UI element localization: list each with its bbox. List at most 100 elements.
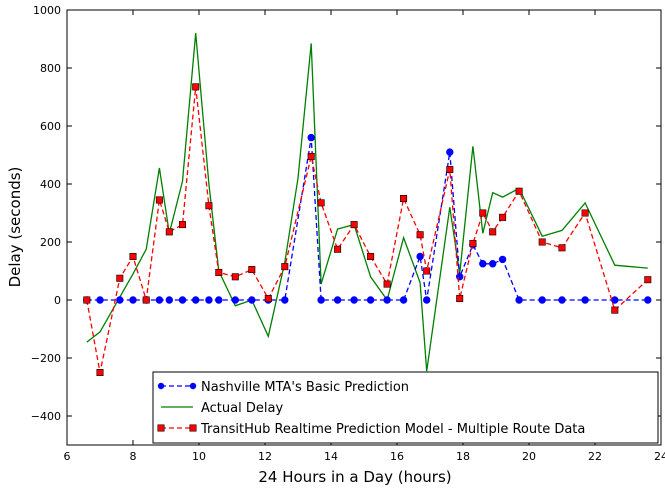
series-nashville-mta-s-basic-prediction: [83, 133, 652, 304]
data-point: [423, 267, 431, 275]
legend-label: Actual Delay: [201, 401, 283, 416]
data-point: [499, 213, 507, 221]
data-point: [179, 221, 187, 229]
data-point: [456, 273, 464, 281]
data-point: [416, 231, 424, 239]
data-point: [231, 273, 239, 281]
data-point: [558, 296, 566, 304]
data-point: [538, 296, 546, 304]
data-point: [165, 228, 173, 236]
data-point: [155, 196, 163, 204]
y-tick-label: 0: [54, 294, 61, 307]
y-tick-label: −400: [31, 410, 61, 423]
data-point: [479, 260, 487, 268]
data-point: [611, 306, 619, 314]
data-point: [423, 296, 431, 304]
data-point: [317, 296, 325, 304]
data-point: [581, 296, 589, 304]
data-point: [644, 296, 652, 304]
x-tick-label: 16: [390, 450, 404, 463]
axis-ticks: 6 8 10 12 14 16 18 20 22 24 −400 −200 0 200 400 600 800 1…: [31, 4, 665, 463]
data-point: [83, 296, 91, 304]
series-line: [86, 86, 649, 373]
data-point: [192, 83, 200, 91]
legend-marker: [189, 424, 197, 432]
data-point: [469, 239, 477, 247]
data-point: [215, 296, 223, 304]
data-point: [231, 296, 240, 304]
y-tick-label: 600: [40, 120, 61, 133]
y-tick-label: 1000: [33, 4, 61, 17]
data-point: [400, 195, 408, 203]
series-transithub-realtime-prediction-model-multiple-route-data: [83, 83, 652, 376]
x-tick-label: 12: [258, 450, 272, 463]
data-point: [264, 295, 272, 303]
data-point: [129, 296, 137, 304]
x-tick-label: 18: [456, 450, 470, 463]
data-point: [350, 221, 358, 229]
data-point: [383, 296, 391, 304]
data-point: [399, 296, 408, 304]
series-layer: [83, 33, 652, 376]
data-point: [281, 263, 289, 271]
data-point: [334, 245, 342, 253]
data-point: [515, 187, 523, 195]
data-point: [333, 296, 342, 304]
legend-marker: [157, 424, 165, 432]
data-point: [192, 296, 200, 304]
data-point: [215, 268, 223, 276]
data-point: [383, 280, 391, 288]
data-point: [205, 202, 213, 210]
data-point: [489, 228, 497, 236]
data-point: [489, 260, 497, 268]
y-tick-label: 800: [40, 62, 61, 75]
x-tick-label: 8: [130, 450, 137, 463]
data-point: [366, 296, 375, 304]
data-point: [317, 199, 325, 207]
x-tick-label: 14: [324, 450, 338, 463]
data-point: [165, 296, 174, 304]
data-point: [129, 253, 137, 261]
data-point: [611, 296, 619, 304]
data-point: [367, 253, 375, 261]
y-axis-label: Delay (seconds): [6, 167, 24, 288]
y-tick-label: 400: [40, 178, 61, 191]
legend-label: Nashville MTA's Basic Prediction: [201, 380, 409, 395]
data-point: [644, 276, 652, 284]
data-point: [248, 266, 256, 274]
data-point: [178, 296, 187, 304]
x-axis-label: 24 Hours in a Day (hours): [258, 468, 451, 486]
data-point: [446, 166, 454, 174]
x-tick-label: 24: [654, 450, 665, 463]
legend-box: [152, 371, 659, 444]
data-point: [558, 244, 566, 252]
data-point: [96, 368, 104, 376]
data-point: [538, 238, 546, 246]
data-point: [248, 296, 256, 304]
data-point: [281, 296, 289, 304]
data-point: [350, 296, 358, 304]
x-tick-label: 6: [64, 450, 71, 463]
x-tick-label: 22: [588, 450, 602, 463]
legend: Nashville MTA's Basic Prediction Actual D…: [152, 371, 659, 444]
data-point: [307, 133, 315, 142]
legend-marker: [189, 382, 197, 390]
data-point: [515, 296, 523, 304]
y-tick-label: 200: [40, 236, 61, 249]
data-point: [416, 252, 424, 261]
data-point: [446, 148, 454, 156]
data-point: [205, 296, 213, 304]
legend-label: TransitHub Realtime Prediction Model - M…: [200, 422, 585, 437]
data-point: [155, 296, 164, 304]
data-point: [307, 152, 315, 160]
x-tick-label: 20: [522, 450, 536, 463]
data-point: [116, 296, 124, 304]
data-point: [581, 209, 589, 217]
y-tick-label: −200: [31, 352, 61, 365]
data-point: [498, 255, 507, 264]
data-point: [116, 274, 124, 282]
x-tick-label: 10: [192, 450, 206, 463]
data-point: [479, 209, 487, 217]
data-point: [96, 296, 104, 304]
